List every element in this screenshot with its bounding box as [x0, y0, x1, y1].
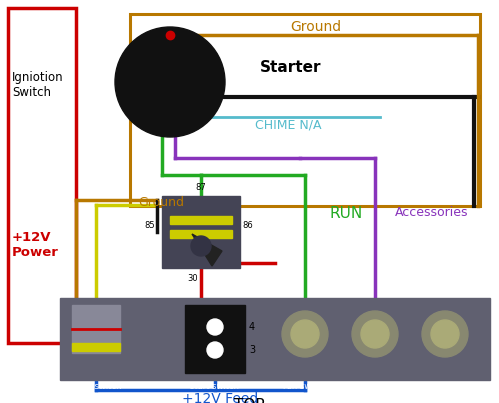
Text: Accessories: Accessories — [395, 206, 469, 220]
Bar — [162, 196, 240, 268]
Text: 87: 87 — [196, 183, 207, 192]
Text: TOP: TOP — [234, 398, 264, 403]
Text: Igniotion
Switch: Igniotion Switch — [12, 71, 64, 99]
Circle shape — [115, 27, 225, 137]
Circle shape — [422, 311, 468, 357]
Circle shape — [431, 320, 459, 348]
Text: 86: 86 — [243, 222, 253, 231]
Polygon shape — [192, 234, 222, 266]
Circle shape — [207, 342, 223, 358]
Bar — [130, 14, 480, 206]
Circle shape — [291, 320, 319, 348]
Text: Starter: Starter — [260, 60, 321, 75]
Text: start switch: start switch — [191, 382, 240, 391]
Text: main switch: main switch — [71, 382, 121, 391]
Circle shape — [352, 311, 398, 357]
Bar — [72, 305, 120, 353]
Circle shape — [207, 319, 223, 335]
Text: Ground: Ground — [290, 20, 341, 34]
Text: RUN: RUN — [330, 206, 363, 220]
Circle shape — [191, 236, 211, 256]
Text: 3: 3 — [249, 345, 255, 355]
Text: 4: 4 — [249, 322, 255, 332]
Text: CHIME N/A: CHIME N/A — [255, 118, 321, 131]
Bar — [170, 230, 232, 238]
Bar — [60, 298, 490, 380]
Text: Ground: Ground — [138, 197, 184, 210]
Circle shape — [282, 311, 328, 357]
Text: 85: 85 — [145, 222, 155, 231]
Text: acc switch: acc switch — [353, 382, 397, 391]
Text: +12V Feed: +12V Feed — [182, 392, 258, 403]
Bar — [8, 8, 76, 343]
Circle shape — [361, 320, 389, 348]
Bar — [170, 216, 232, 224]
Text: run switch: run switch — [283, 382, 327, 391]
Bar — [185, 305, 245, 373]
Text: +12V
Power: +12V Power — [12, 231, 59, 259]
Bar — [72, 343, 120, 351]
Text: 30: 30 — [188, 274, 198, 283]
Text: not used: not used — [427, 382, 464, 391]
